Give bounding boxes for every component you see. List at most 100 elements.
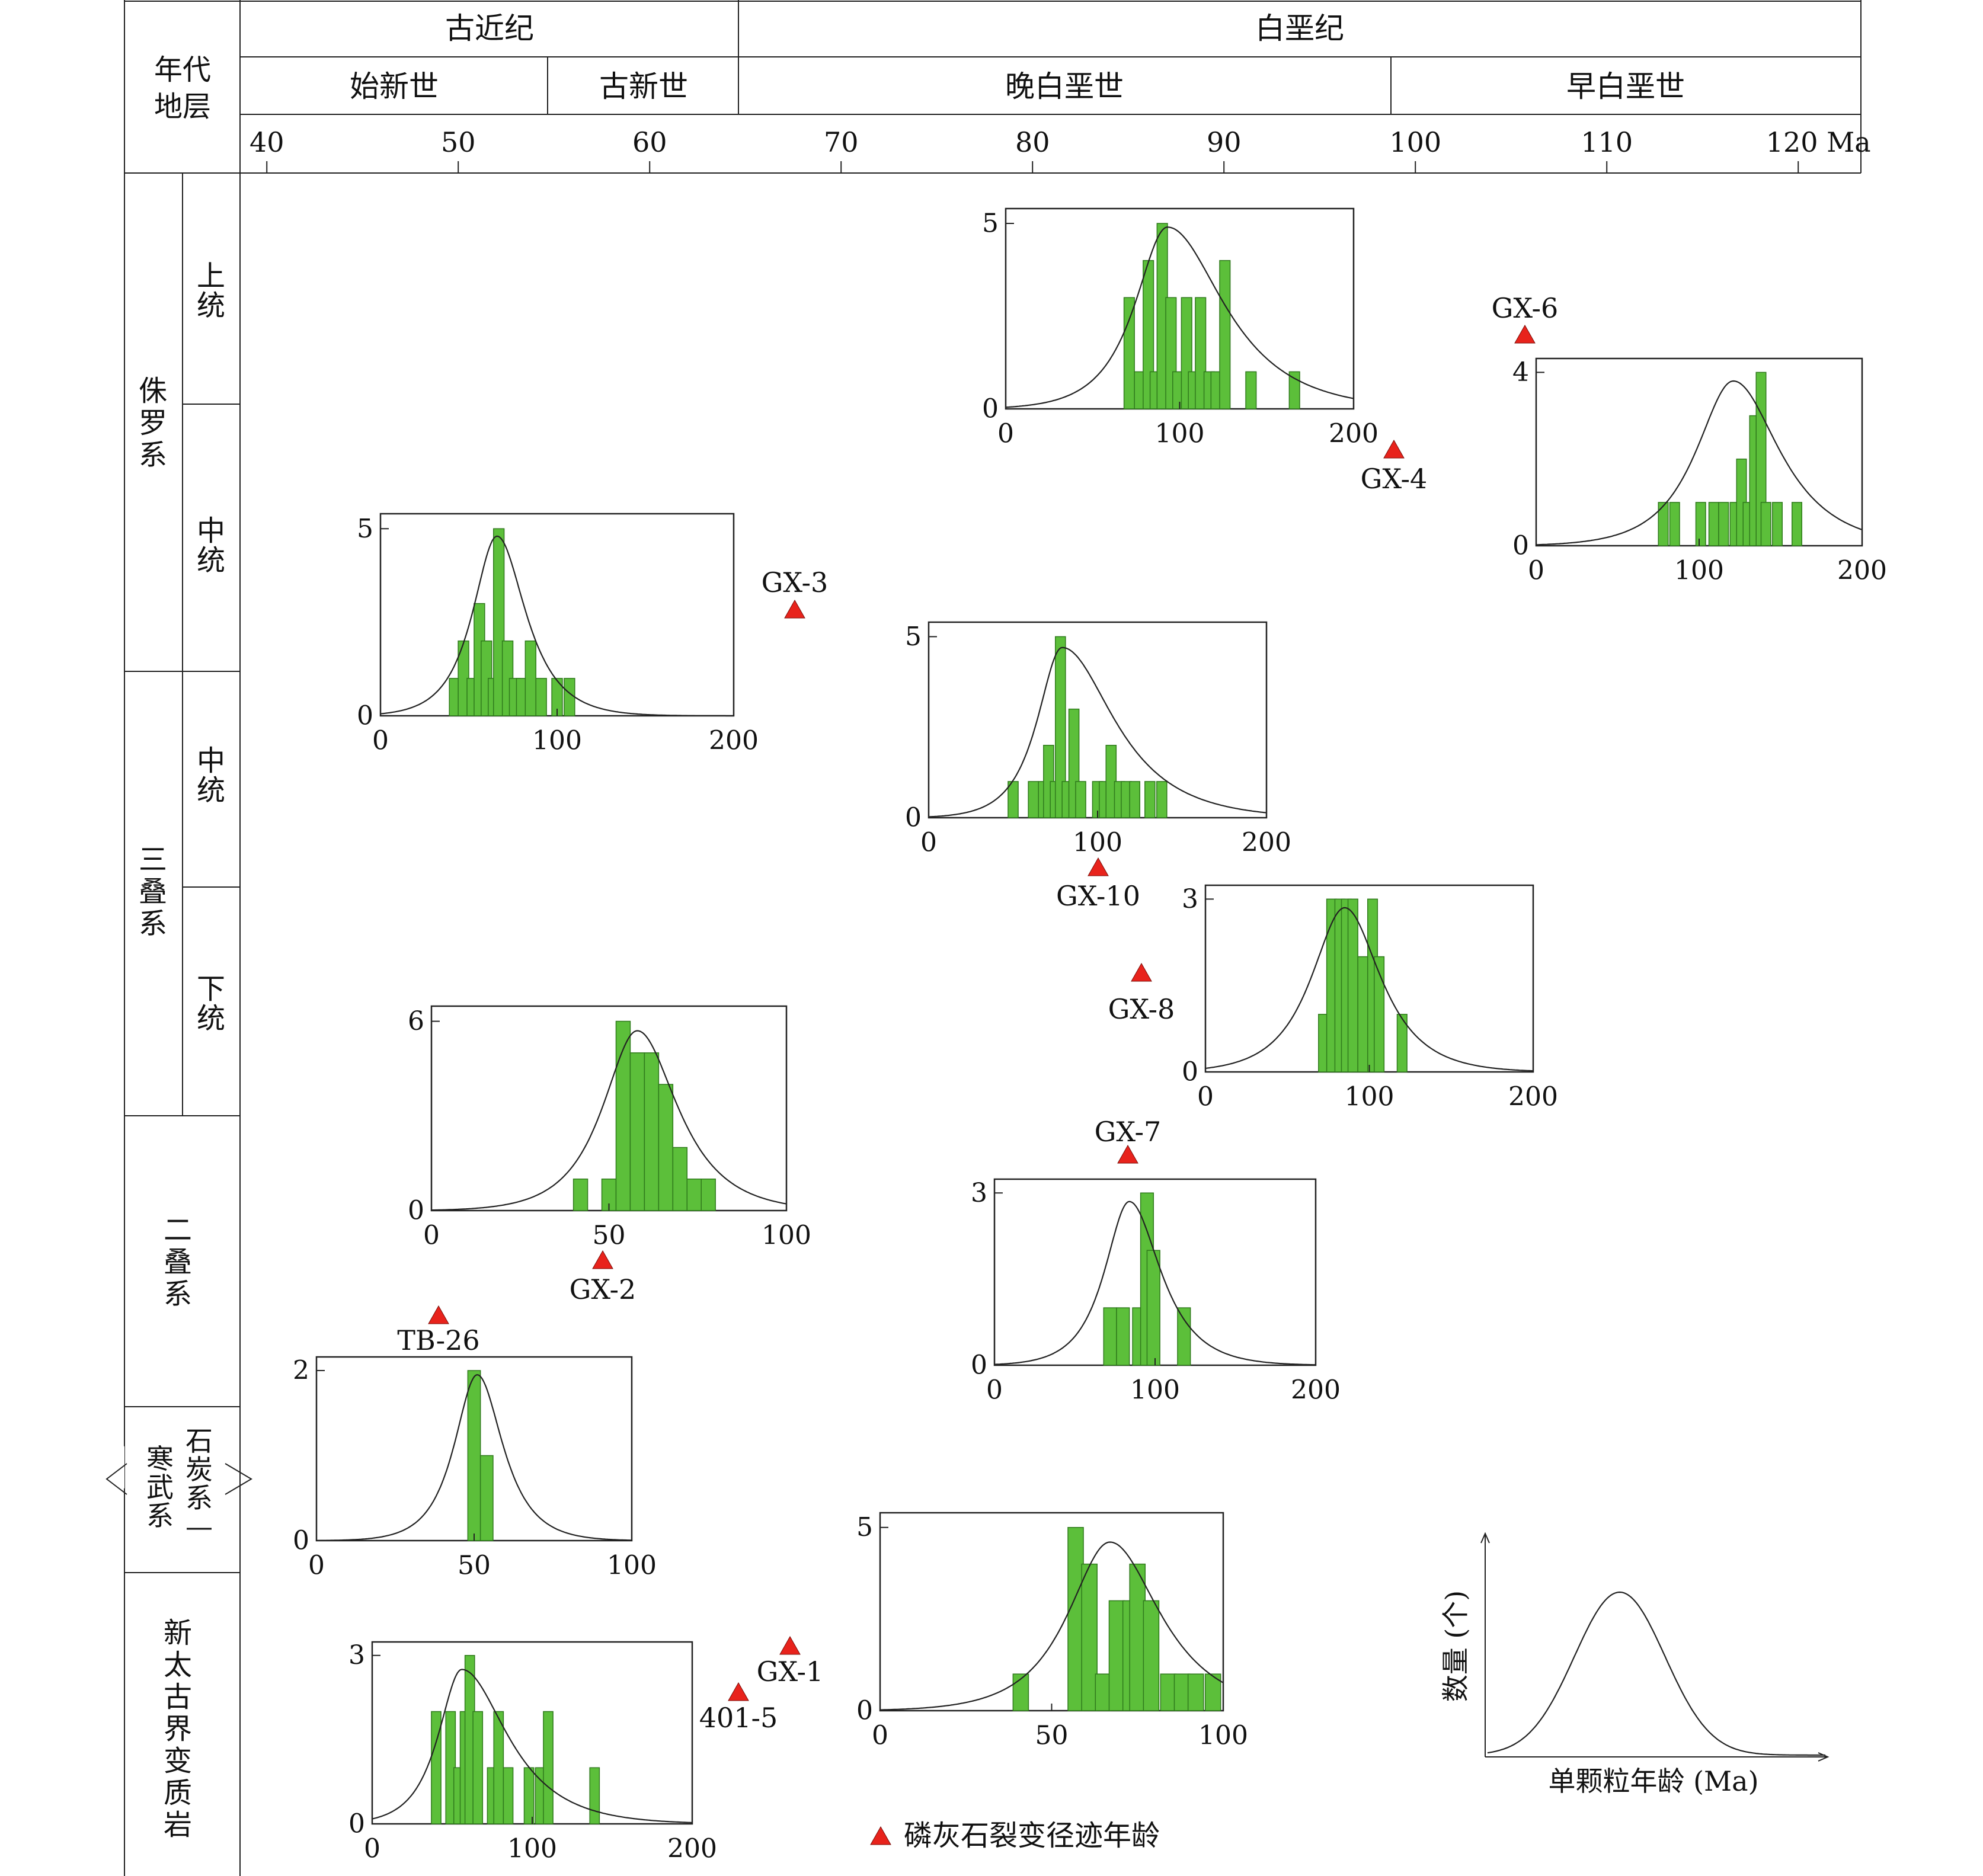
histogram-bar [1008, 781, 1019, 818]
system-label-permian: 二叠系 [164, 1214, 192, 1311]
histogram-bar [1129, 1563, 1146, 1711]
x-tick-label: 200 [667, 1834, 717, 1864]
histogram-panel: 0 100 200 0 3 [1182, 884, 1558, 1112]
histogram-bar [1658, 502, 1669, 546]
sample-label: GX-1 [757, 1656, 824, 1688]
x-tick-label: 100 [1198, 1721, 1248, 1751]
histogram-bar [472, 1711, 484, 1824]
y-tick-label: 0 [348, 1809, 365, 1839]
sample-marker: 401-5 [699, 1682, 778, 1734]
histogram-bar [1219, 260, 1231, 409]
age-tick-label: 110 [1581, 126, 1633, 158]
histogram-bar [1129, 781, 1141, 818]
histogram-bar [644, 1052, 660, 1211]
x-tick-label: 0 [1528, 556, 1544, 586]
x-tick-label: 100 [1345, 1082, 1395, 1112]
x-tick-label: 100 [762, 1221, 811, 1251]
histogram-bar [1347, 898, 1358, 1073]
histogram-bar [1095, 1673, 1112, 1711]
triangle-marker-icon [592, 1250, 613, 1269]
y-tick-label: 5 [856, 1512, 873, 1542]
sample-markers: GX-6GX-4GX-3GX-10GX-8GX-7GX-2TB-26GX-140… [397, 292, 1558, 1734]
sample-marker: GX-8 [1108, 962, 1175, 1025]
age-tick-label: 70 [824, 126, 859, 158]
age-distribution-curve [372, 1669, 693, 1823]
histogram-bar [1075, 781, 1086, 818]
plot-frame [430, 1005, 788, 1212]
x-tick-label: 100 [607, 1551, 657, 1581]
histogram-bar [543, 1711, 554, 1824]
triangle-marker-icon [1131, 962, 1152, 982]
histogram-bar [479, 1455, 494, 1541]
age-distribution-curve [1205, 907, 1534, 1072]
histogram-panel: 0 100 200 0 4 [1512, 357, 1887, 586]
y-tick-label: 5 [905, 622, 922, 652]
triangle-marker-icon [779, 1635, 801, 1655]
system-label-cambrian: 寒武系 [146, 1443, 174, 1532]
age-distribution-curve [994, 1200, 1316, 1366]
x-tick-label: 200 [1329, 419, 1378, 449]
legend-marker-entry: 磷灰石裂变径迹年龄 [870, 1819, 1160, 1852]
y-tick-label: 2 [293, 1355, 309, 1385]
histogram-bar [1055, 636, 1066, 818]
sample-marker: GX-1 [757, 1635, 824, 1688]
histogram-bar [1718, 502, 1729, 546]
triangle-marker-icon [728, 1682, 749, 1701]
sample-label: GX-2 [570, 1273, 637, 1305]
histogram-bar [535, 678, 547, 716]
stratum-header-label: 年代地层 [154, 53, 211, 123]
histogram-bar [1772, 502, 1783, 546]
x-tick-label: 0 [1197, 1082, 1214, 1112]
period-label: 古近纪 [445, 11, 534, 46]
x-tick-label: 200 [1837, 556, 1887, 586]
x-tick-label: 50 [458, 1551, 491, 1581]
unconformity-left-mark [105, 1463, 127, 1495]
system-label-triassic: 三叠系 [139, 843, 167, 940]
age-distribution-curve [380, 535, 734, 717]
series-label: 上统 [197, 260, 225, 322]
system-label-archean-metamorphic: 新太古界变质岩 [164, 1616, 192, 1842]
y-tick-label: 0 [1512, 531, 1529, 561]
x-tick-label: 0 [308, 1551, 325, 1581]
y-tick-label: 0 [905, 803, 922, 833]
histogram-bar [1177, 1307, 1191, 1366]
histogram-bar [1103, 1307, 1117, 1366]
age-distribution-curve [880, 1541, 1224, 1711]
sample-marker: GX-2 [570, 1250, 637, 1305]
x-tick-label: 0 [372, 726, 389, 756]
y-tick-label: 0 [856, 1696, 873, 1726]
histogram-bar [672, 1147, 688, 1211]
histogram-bar [1108, 1600, 1125, 1711]
histogram-panel: 0 100 200 0 3 [348, 1640, 717, 1864]
schematic-y-label: 数量 (个) [1440, 1590, 1472, 1702]
histogram-bar [1067, 1526, 1084, 1711]
age-distribution-curve [1005, 226, 1354, 408]
histogram-bar [589, 1767, 600, 1824]
age-tick-label: 80 [1015, 126, 1050, 158]
sample-marker: GX-6 [1492, 292, 1558, 344]
x-tick-label: 200 [709, 726, 759, 756]
histogram-bar [658, 1084, 674, 1211]
histogram-bar [1792, 502, 1802, 546]
histogram-bar [564, 678, 575, 716]
sample-label: 401-5 [699, 1702, 778, 1734]
histogram-bar [629, 1052, 645, 1211]
y-tick-label: 4 [1512, 357, 1529, 388]
y-tick-label: 0 [971, 1350, 987, 1381]
histogram-bar [493, 1711, 504, 1824]
histogram-bar [1195, 297, 1207, 409]
x-tick-label: 100 [1073, 828, 1122, 858]
histogram-bar [523, 1767, 535, 1824]
unconformity-right-mark [225, 1463, 252, 1495]
age-tick-label: 100 [1389, 126, 1441, 158]
histogram-bar [1123, 297, 1135, 409]
histogram-panel: 0 50 100 0 6 [408, 1005, 811, 1251]
histogram-bar [1396, 1014, 1408, 1073]
y-tick-label: 0 [293, 1526, 309, 1556]
histogram-panel: 0 100 200 0 5 [357, 513, 759, 756]
x-tick-label: 100 [1130, 1375, 1180, 1406]
x-tick-label: 0 [364, 1834, 380, 1864]
x-tick-label: 0 [997, 419, 1014, 449]
age-tick-label: 50 [441, 126, 476, 158]
